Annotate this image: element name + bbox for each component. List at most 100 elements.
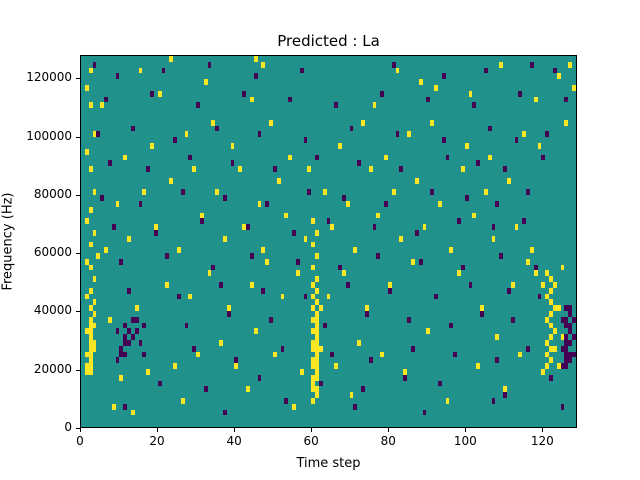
heatmap-cell: [92, 340, 97, 346]
heatmap-cell: [142, 351, 147, 358]
heatmap-cell: [407, 131, 411, 138]
heatmap-cell: [265, 200, 269, 207]
heatmap-cell: [349, 125, 354, 132]
heatmap-cell: [487, 154, 492, 161]
heatmap-cell: [146, 166, 151, 172]
heatmap-cell: [88, 363, 93, 370]
heatmap-cell: [315, 392, 319, 399]
heatmap-cell: [265, 258, 269, 265]
heatmap-cell: [552, 345, 557, 352]
heatmap-cell: [153, 229, 158, 236]
heatmap-cell: [510, 316, 515, 323]
heatmap-cell: [269, 316, 273, 323]
heatmap-cell: [253, 73, 258, 80]
heatmap-cell: [222, 195, 227, 201]
heatmap-cell: [315, 287, 319, 294]
y-tick-mark: [76, 253, 80, 255]
x-tick-mark: [80, 428, 81, 432]
heatmap-cell: [541, 369, 546, 375]
heatmap-cell: [138, 340, 143, 346]
heatmap-cell: [165, 282, 170, 288]
heatmap-cell: [414, 229, 419, 236]
heatmap-cell: [318, 345, 323, 352]
heatmap-cell: [434, 293, 438, 300]
y-tick-label: 0: [64, 420, 72, 434]
heatmap-cell: [568, 311, 573, 317]
heatmap-cell: [418, 258, 423, 265]
heatmap-cell: [349, 392, 354, 399]
heatmap-cell: [261, 61, 266, 68]
heatmap-cell: [422, 224, 427, 230]
heatmap-cell: [315, 316, 319, 323]
heatmap-cell: [338, 142, 342, 149]
heatmap-cell: [315, 386, 319, 393]
heatmap-cell: [234, 357, 239, 364]
heatmap-cell: [150, 142, 154, 149]
x-tick-mark: [234, 428, 236, 432]
heatmap-cell: [326, 293, 331, 300]
heatmap-cell: [564, 363, 569, 370]
y-tick-mark: [76, 369, 80, 371]
heatmap-cell: [345, 282, 350, 288]
heatmap-cell: [384, 154, 388, 161]
heatmap-cell: [318, 305, 323, 312]
chart-title: Predicted : La: [277, 32, 380, 50]
heatmap-cell: [276, 177, 281, 184]
heatmap-cell: [364, 305, 369, 312]
heatmap-cell: [391, 189, 396, 196]
heatmap-cell: [560, 363, 565, 370]
heatmap-cell: [468, 282, 473, 288]
heatmap-cell: [303, 293, 308, 300]
heatmap-cell: [84, 351, 89, 358]
heatmap-cell: [226, 305, 231, 312]
heatmap-cell: [411, 345, 415, 352]
heatmap-cell: [180, 189, 185, 196]
heatmap-cell: [311, 340, 316, 346]
heatmap-cell: [564, 357, 569, 364]
heatmap-cell: [119, 374, 124, 381]
heatmap-cell: [495, 357, 500, 364]
heatmap-cell: [449, 247, 454, 254]
heatmap-cell: [549, 374, 553, 381]
heatmap-cell: [330, 351, 335, 358]
heatmap-cell: [88, 206, 93, 213]
heatmap-cell: [315, 299, 319, 306]
heatmap-cell: [192, 345, 197, 352]
heatmap-cell: [123, 334, 128, 341]
heatmap-cell: [437, 380, 442, 387]
heatmap-cell: [345, 200, 350, 207]
heatmap-cell: [196, 351, 200, 358]
heatmap-cell: [307, 166, 312, 172]
heatmap-cell: [288, 96, 293, 103]
heatmap-cell: [361, 119, 365, 126]
heatmap-cell: [222, 235, 227, 242]
heatmap-cell: [188, 154, 193, 161]
heatmap-cell: [472, 212, 477, 219]
heatmap-cell: [564, 316, 569, 323]
heatmap-cell: [127, 340, 131, 346]
heatmap-cell: [311, 380, 316, 387]
x-tick-mark: [311, 428, 313, 432]
heatmap-cell: [460, 166, 465, 172]
heatmap-cell: [315, 276, 319, 283]
heatmap-cell: [315, 369, 319, 375]
heatmap-cell: [568, 328, 573, 335]
heatmap-cell: [130, 334, 135, 341]
heatmap-cell: [104, 247, 108, 254]
heatmap-cell: [514, 224, 519, 230]
heatmap-cell: [572, 334, 576, 341]
heatmap-cell: [134, 305, 139, 312]
heatmap-cell: [568, 305, 573, 312]
heatmap-cell: [311, 357, 316, 364]
heatmap-cell: [460, 264, 465, 271]
heatmap-cell: [483, 67, 488, 74]
heatmap-cell: [92, 61, 97, 68]
heatmap-cell: [261, 287, 266, 294]
x-tick-mark: [157, 428, 159, 432]
heatmap-cell: [84, 84, 89, 91]
heatmap-cell: [564, 119, 569, 126]
heatmap-cell: [111, 224, 116, 230]
heatmap-cell: [533, 96, 538, 103]
heatmap-cell: [272, 351, 277, 358]
heatmap-cell: [138, 200, 143, 207]
